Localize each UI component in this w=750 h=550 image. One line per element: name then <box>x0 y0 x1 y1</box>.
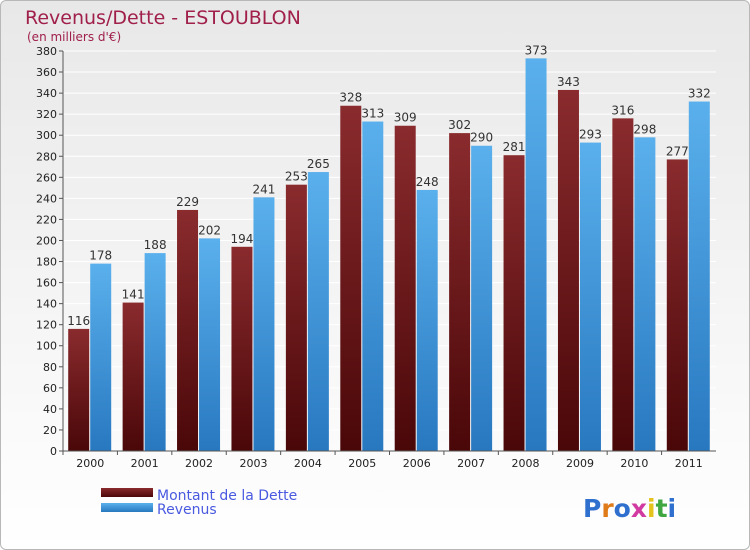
chart-title: Revenus/Dette - ESTOUBLON <box>25 7 301 29</box>
x-tick-label: 2001 <box>131 457 159 470</box>
value-label: 253 <box>285 170 308 184</box>
y-tick-label: 180 <box>36 256 57 269</box>
bar-dette <box>612 118 634 452</box>
bar-revenus <box>90 263 112 451</box>
x-tick-label: 2003 <box>239 457 267 470</box>
y-tick-label: 280 <box>36 150 57 163</box>
y-tick-label: 360 <box>36 66 57 79</box>
value-label: 241 <box>253 182 276 196</box>
value-label: 302 <box>448 118 471 132</box>
y-tick-label: 80 <box>43 361 57 374</box>
legend-swatch-revenus <box>101 503 153 512</box>
value-label: 265 <box>307 157 330 171</box>
y-tick-label: 220 <box>36 213 57 226</box>
value-label: 328 <box>339 91 362 105</box>
value-label: 373 <box>525 43 548 57</box>
bar-dette <box>177 209 199 451</box>
y-tick-label: 20 <box>43 424 57 437</box>
bar-revenus <box>471 145 493 451</box>
bar-revenus <box>362 121 384 452</box>
bar-dette <box>231 246 253 451</box>
value-label: 248 <box>416 175 439 189</box>
y-tick-label: 60 <box>43 382 57 395</box>
x-tick-label: 2008 <box>512 457 540 470</box>
value-label: 332 <box>688 87 711 101</box>
bar-dette <box>285 184 307 451</box>
legend-label-dette: Montant de la Dette <box>157 488 297 504</box>
value-label: 343 <box>557 75 580 89</box>
y-tick-label: 140 <box>36 298 57 311</box>
bar-dette <box>122 302 144 451</box>
y-tick-label: 0 <box>50 445 57 458</box>
bar-revenus <box>634 137 656 451</box>
bar-revenus <box>199 238 221 451</box>
y-tick-label: 240 <box>36 192 57 205</box>
value-label: 194 <box>231 232 254 246</box>
y-tick-label: 300 <box>36 129 57 142</box>
x-tick-label: 2009 <box>566 457 594 470</box>
x-tick-label: 2004 <box>294 457 322 470</box>
bar-dette <box>503 155 525 452</box>
y-tick-label: 340 <box>36 87 57 100</box>
value-label: 309 <box>394 111 417 125</box>
x-tick-label: 2007 <box>457 457 485 470</box>
y-tick-label: 120 <box>36 319 57 332</box>
y-tick-label: 200 <box>36 234 57 247</box>
x-tick-label: 2005 <box>348 457 376 470</box>
value-label: 178 <box>89 249 112 263</box>
value-label: 277 <box>666 144 689 158</box>
chart-subtitle: (en milliers d'€) <box>27 30 121 44</box>
value-label: 229 <box>176 195 199 209</box>
gridlines <box>63 50 716 452</box>
value-label: 202 <box>198 223 221 237</box>
x-axis-ticks: 2000 2001 2002 2003 2004 2005 2006 2007 2008 2009… <box>62 451 703 470</box>
value-label: 313 <box>361 107 384 121</box>
value-label: 116 <box>67 314 90 328</box>
x-tick-label: 2000 <box>76 457 104 470</box>
y-tick-label: 260 <box>36 171 57 184</box>
bar-dette <box>557 89 579 452</box>
y-tick-label: 320 <box>36 108 57 121</box>
y-axis-ticks: 0 20 40 60 80 100 120 140 160 180 200 220 240 260 280 3… <box>36 45 63 458</box>
x-tick-label: 2011 <box>675 457 703 470</box>
bars <box>68 58 710 452</box>
bar-dette <box>68 328 90 451</box>
bar-dette <box>666 159 688 451</box>
y-tick-label: 40 <box>43 403 57 416</box>
legend-swatch-dette <box>101 488 153 497</box>
x-tick-label: 2010 <box>620 457 648 470</box>
value-label: 188 <box>144 238 167 252</box>
y-tick-label: 100 <box>36 340 57 353</box>
legend-label-revenus: Revenus <box>157 502 217 518</box>
legend: Montant de la Dette Revenus <box>101 488 297 518</box>
bar-revenus <box>144 253 166 451</box>
bar-revenus <box>579 142 601 451</box>
bar-revenus <box>688 101 710 452</box>
bar-revenus <box>253 197 275 451</box>
value-label: 141 <box>122 288 145 302</box>
y-tick-label: 380 <box>36 45 57 58</box>
value-label: 298 <box>633 122 656 136</box>
logo-text: Proxiti <box>583 494 676 523</box>
value-label: 281 <box>503 140 526 154</box>
bar-revenus <box>525 58 547 452</box>
value-label: 290 <box>470 131 493 145</box>
proxiti-logo: Proxiti <box>583 494 676 523</box>
value-label: 293 <box>579 128 602 142</box>
bar-revenus <box>416 189 438 451</box>
bar-dette <box>394 125 416 451</box>
bar-revenus <box>307 172 329 452</box>
x-tick-label: 2006 <box>403 457 431 470</box>
x-tick-label: 2002 <box>185 457 213 470</box>
y-tick-label: 160 <box>36 277 57 290</box>
bar-dette <box>340 105 362 451</box>
bar-dette <box>449 133 471 451</box>
value-label: 316 <box>611 103 634 117</box>
